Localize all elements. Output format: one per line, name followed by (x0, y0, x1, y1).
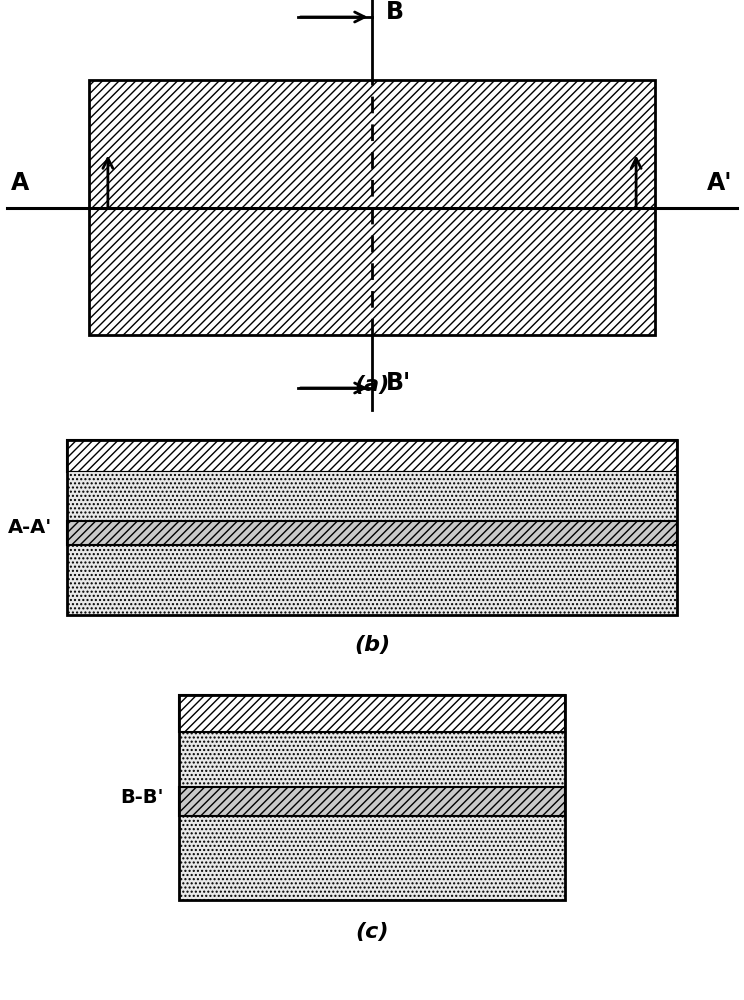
Text: (c): (c) (355, 922, 389, 942)
Text: B: B (385, 0, 403, 24)
Text: (a): (a) (354, 375, 390, 395)
Text: B-B': B-B' (121, 788, 164, 807)
Bar (67, 440, 677, 615)
Text: A: A (11, 172, 30, 196)
Bar (179, 816, 565, 900)
Bar (67, 471, 677, 520)
Bar (67, 440, 677, 472)
Bar (179, 695, 565, 900)
Bar (67, 520, 677, 545)
Text: B': B' (385, 371, 411, 395)
Text: (b): (b) (354, 635, 390, 655)
Bar (179, 695, 565, 732)
Text: A-A': A-A' (8, 518, 52, 537)
Bar (89, 80, 655, 335)
Bar (179, 787, 565, 816)
Bar (67, 545, 677, 615)
Bar (179, 732, 565, 787)
Text: A': A' (708, 172, 733, 196)
